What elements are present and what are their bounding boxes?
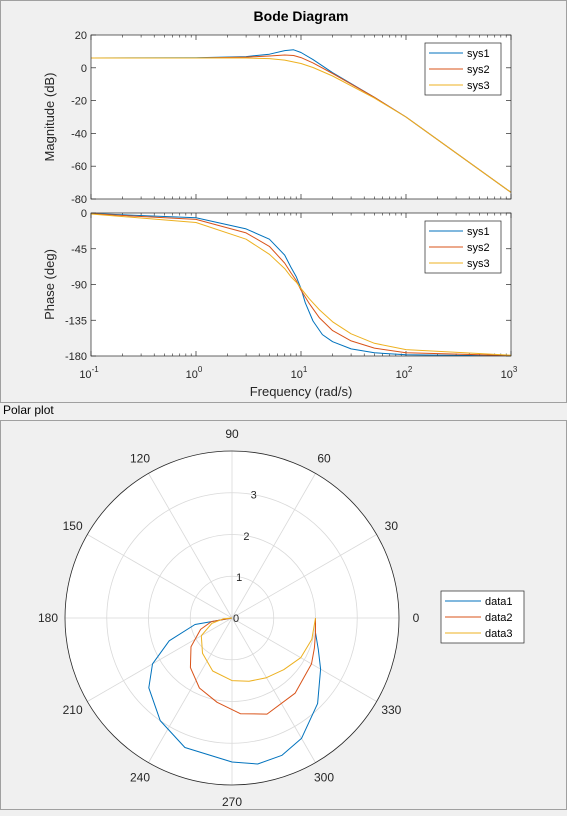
polar-series-data2	[189, 617, 316, 715]
polar-r-tick-label: 3	[251, 490, 257, 502]
polar-theta-tick-label: 300	[314, 770, 334, 784]
polar-r-tick-label: 1	[236, 572, 242, 584]
magnitude-y-tick-label: -40	[71, 128, 87, 140]
polar-theta-gridline	[148, 473, 233, 619]
phase-series-sys3	[91, 213, 511, 356]
polar-theta-tick-label: 180	[38, 611, 58, 625]
phase-y-axis-label: Phase (deg)	[42, 249, 57, 320]
bode-panel: Bode Diagram 20 0 -20 -40 -60 -80 sys1 sys2 sys3 M…	[0, 0, 567, 403]
polar-theta-tick-label: 60	[317, 452, 331, 466]
x-tick-base: 10	[501, 369, 513, 381]
magnitude-y-tick-label: 20	[75, 30, 87, 42]
magnitude-axes-box	[90, 34, 512, 200]
polar-theta-tick-label: 150	[63, 519, 83, 533]
phase-axes-box	[90, 212, 512, 357]
polar-r-tick-label: 2	[243, 531, 249, 543]
x-tick-base: 10	[396, 369, 408, 381]
polar-theta-gridline	[87, 534, 233, 619]
polar-legend-label-data3: data3	[485, 628, 513, 640]
magnitude-y-tick-label: -20	[71, 96, 87, 108]
phase-legend-label-sys1: sys1	[467, 226, 490, 238]
x-tick-exponent: 2	[408, 365, 413, 374]
polar-r-tick-label: 0	[233, 613, 239, 625]
polar-series-data3	[200, 617, 316, 682]
bode-diagram: Bode Diagram200-20-40-60-80sys1sys2sys3M…	[42, 8, 518, 399]
phase-x-axis-label: Frequency (rad/s)	[250, 384, 353, 399]
phase-y-tick-label: -45	[71, 244, 87, 256]
magnitude-y-tick-label: -80	[71, 194, 87, 206]
magnitude-legend-label-sys3: sys3	[467, 80, 490, 92]
magnitude-legend-label-sys2: sys2	[467, 64, 490, 76]
polar-series-data1	[148, 617, 322, 765]
polar-theta-tick-label: 30	[385, 519, 399, 533]
phase-series-sys1	[91, 213, 511, 356]
phase-y-tick-label: 0	[81, 208, 87, 220]
magnitude-series-sys3	[91, 57, 511, 193]
phase-legend-label-sys3: sys3	[467, 258, 490, 270]
magnitude-y-tick-label: -60	[71, 161, 87, 173]
phase-y-tick-label: -135	[65, 315, 87, 327]
x-tick-base: 10	[291, 369, 303, 381]
phase-series-sys2	[91, 213, 511, 356]
phase-y-tick-label: -180	[65, 351, 87, 363]
polar-theta-gridline	[87, 617, 233, 702]
magnitude-series-sys2	[91, 54, 511, 193]
polar-theta-tick-label: 210	[63, 703, 83, 717]
magnitude-y-tick-label: 0	[81, 63, 87, 75]
polar-theta-gridline	[148, 617, 233, 763]
polar-theta-tick-label: 120	[130, 452, 150, 466]
magnitude-legend-label-sys1: sys1	[467, 48, 490, 60]
polar-theta-tick-label: 330	[381, 703, 401, 717]
polar-theta-tick-label: 270	[222, 795, 242, 809]
phase-legend-label-sys2: sys2	[467, 242, 490, 254]
phase-x-tick-label: 103	[501, 365, 518, 381]
phase-y-tick-label: -90	[71, 280, 87, 292]
polar-legend-label-data2: data2	[485, 612, 513, 624]
polar-theta-tick-label: 0	[413, 611, 420, 625]
polar-theta-gridline	[231, 617, 377, 702]
x-tick-base: 10	[79, 369, 91, 381]
bode-title: Bode Diagram	[254, 8, 349, 24]
x-tick-base: 10	[186, 369, 198, 381]
polar-theta-tick-label: 90	[225, 427, 239, 441]
polar-legend-label-data1: data1	[485, 596, 513, 608]
x-tick-exponent: 3	[513, 365, 518, 374]
phase-x-tick-label: 102	[396, 365, 413, 381]
polar-section-title: Polar plot	[3, 403, 54, 417]
polar-theta-gridline	[231, 534, 377, 619]
x-tick-exponent: 0	[198, 365, 203, 374]
magnitude-y-axis-label: Magnitude (dB)	[42, 73, 57, 162]
polar-panel: 1 2 3 0 0 30 60 90 120 150 180 210 240 270 300 330 data1…	[0, 420, 567, 810]
phase-x-tick-label: 10-1	[79, 365, 99, 381]
x-tick-exponent: 1	[303, 365, 308, 374]
polar-theta-tick-label: 240	[130, 770, 150, 784]
polar-theta-gridline	[231, 473, 316, 619]
phase-x-tick-label: 100	[186, 365, 203, 381]
polar-outer-circle	[64, 450, 400, 786]
x-tick-exponent: -1	[92, 365, 100, 374]
phase-x-tick-label: 101	[291, 365, 308, 381]
